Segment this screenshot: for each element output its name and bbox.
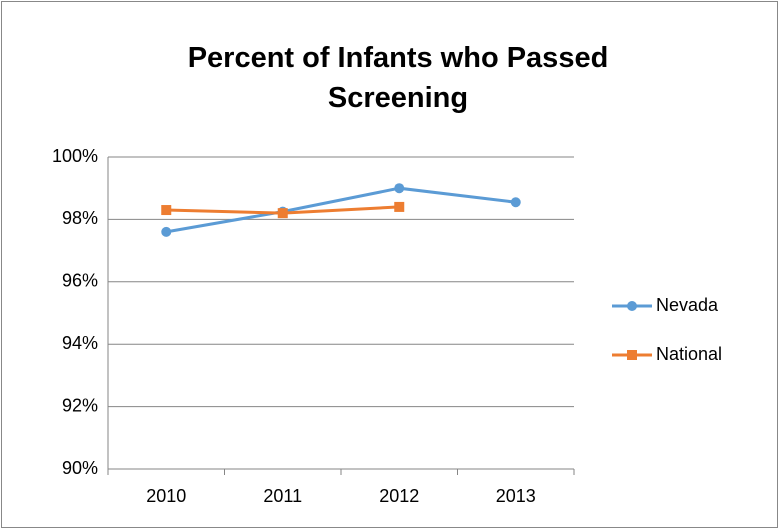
marker <box>394 183 405 194</box>
x-tick-label: 2013 <box>496 486 536 506</box>
y-tick-label: 90% <box>62 458 98 478</box>
marker <box>510 197 521 208</box>
legend-label: National <box>656 344 722 364</box>
marker <box>277 208 288 219</box>
marker <box>627 350 637 360</box>
marker <box>627 301 637 311</box>
y-tick-label: 94% <box>62 333 98 353</box>
y-tick-label: 92% <box>62 395 98 415</box>
marker <box>161 205 172 216</box>
y-tick-label: 98% <box>62 208 98 228</box>
y-tick-label: 100% <box>52 146 98 166</box>
y-tick-label: 96% <box>62 271 98 291</box>
x-tick-label: 2010 <box>146 486 186 506</box>
series-line <box>165 186 516 234</box>
legend-label: Nevada <box>656 295 719 315</box>
marker <box>394 201 405 212</box>
chart-title: Percent of Infants who Passed Screening <box>187 42 609 114</box>
marker <box>161 226 172 237</box>
x-tick-label: 2012 <box>379 486 419 506</box>
x-tick-label: 2011 <box>263 486 302 506</box>
